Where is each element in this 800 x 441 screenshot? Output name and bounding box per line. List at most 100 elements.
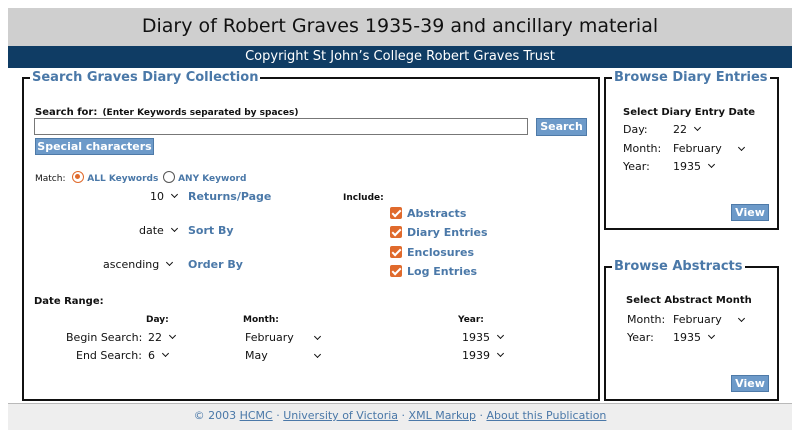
chevron-down-icon [707, 160, 716, 169]
chevron-down-icon [693, 123, 702, 132]
special-characters-button[interactable]: Special characters [35, 138, 154, 155]
chevron-down-icon [161, 349, 170, 358]
footer-divider [8, 403, 792, 404]
footer-separator: · [401, 409, 406, 422]
end-month-select[interactable]: May [245, 349, 323, 362]
copyright-banner: Copyright St John’s College Robert Grave… [8, 46, 792, 68]
search-button[interactable]: Search [536, 118, 587, 136]
chevron-down-icon [313, 350, 322, 359]
browse-diary-view-button[interactable]: View [731, 204, 769, 221]
chevron-down-icon [170, 224, 178, 233]
browse-abstracts-heading: Select Abstract Month [626, 295, 752, 306]
diary-day-value: 22 [673, 123, 687, 136]
footer-separator: · [276, 409, 280, 422]
chevron-down-icon [313, 332, 322, 341]
date-range-label: Date Range: [34, 296, 104, 307]
match-any-label[interactable]: ANY Keyword [178, 174, 247, 184]
abstract-year-select[interactable]: 1935 [673, 331, 716, 344]
sort-value: date [139, 224, 164, 237]
begin-year-value: 1935 [462, 331, 490, 344]
search-for-label: Search for: (Enter Keywords separated by… [35, 100, 298, 119]
include-log-entries-label[interactable]: Log Entries [407, 265, 478, 278]
end-year-value: 1939 [462, 349, 490, 362]
abstract-month-label: Month: [627, 313, 666, 326]
browse-diary-heading: Select Diary Entry Date [623, 107, 756, 118]
footer: © 2003 HCMC · University of Victoria · X… [0, 409, 800, 422]
end-day-select[interactable]: 6 [148, 349, 170, 362]
order-select[interactable]: ascending [103, 258, 174, 271]
begin-search-label: Begin Search: [66, 331, 143, 344]
returns-select[interactable]: 10 [150, 190, 179, 203]
begin-month-select[interactable]: February [245, 331, 323, 344]
browse-abstracts-panel: Browse Abstracts [604, 259, 779, 401]
begin-year-select[interactable]: 1935 [462, 331, 505, 344]
include-diary-entries-label[interactable]: Diary Entries [407, 226, 488, 239]
footer-link-xml-markup[interactable]: XML Markup [408, 409, 476, 422]
end-search-label: End Search: [76, 349, 142, 362]
include-enclosures-checkbox[interactable] [390, 246, 402, 258]
chevron-down-icon [707, 331, 716, 340]
footer-link-uvic[interactable]: University of Victoria [283, 409, 399, 422]
include-log-entries-checkbox[interactable] [390, 265, 402, 277]
col-month-label: Month: [243, 315, 279, 325]
diary-month-value: February [673, 142, 722, 155]
col-year-label: Year: [458, 315, 484, 325]
search-panel-legend: Search Graves Diary Collection [32, 70, 259, 85]
sort-label: Sort By [188, 224, 234, 237]
footer-separator: · [479, 409, 483, 422]
footer-background [8, 404, 792, 430]
include-enclosures-label[interactable]: Enclosures [407, 246, 475, 259]
abstract-year-label: Year: [627, 331, 654, 344]
match-all-label[interactable]: ALL Keywords [87, 174, 159, 184]
match-any-radio[interactable] [163, 171, 176, 183]
search-for-hint: (Enter Keywords separated by spaces) [102, 108, 299, 118]
match-all-radio[interactable] [72, 171, 85, 183]
diary-month-label: Month: [623, 142, 662, 155]
chevron-down-icon [496, 349, 505, 358]
abstract-month-select[interactable]: February [673, 313, 747, 326]
include-abstracts-checkbox[interactable] [390, 207, 402, 219]
begin-month-value: February [245, 331, 294, 344]
footer-copyright: © 2003 [193, 409, 237, 422]
chevron-down-icon [166, 258, 174, 267]
chevron-down-icon [737, 314, 746, 323]
chevron-down-icon [496, 331, 505, 340]
returns-label: Returns/Page [188, 190, 272, 203]
diary-month-select[interactable]: February [673, 142, 747, 155]
chevron-down-icon [737, 143, 746, 152]
search-for-text: Search for: [35, 107, 98, 118]
end-month-value: May [245, 349, 268, 362]
include-abstracts-label[interactable]: Abstracts [407, 207, 467, 220]
diary-year-label: Year: [623, 160, 650, 173]
chevron-down-icon [168, 331, 177, 340]
diary-day-label: Day: [623, 123, 648, 136]
browse-diary-legend: Browse Diary Entries [614, 70, 768, 85]
search-panel: Search Graves Diary Collection [22, 70, 600, 401]
browse-diary-panel: Browse Diary Entries [604, 70, 779, 230]
returns-value: 10 [150, 190, 164, 203]
sort-select[interactable]: date [139, 224, 178, 237]
search-input[interactable] [34, 118, 528, 135]
diary-year-select[interactable]: 1935 [673, 160, 716, 173]
include-label: Include: [343, 193, 384, 203]
abstract-month-value: February [673, 313, 722, 326]
order-value: ascending [103, 258, 160, 271]
begin-day-value: 22 [148, 331, 162, 344]
chevron-down-icon [170, 190, 179, 199]
page-title: Diary of Robert Graves 1935-39 and ancil… [8, 8, 792, 46]
match-label: Match: [35, 174, 66, 184]
end-year-select[interactable]: 1939 [462, 349, 505, 362]
footer-link-hcmc[interactable]: HCMC [239, 409, 273, 422]
footer-link-about[interactable]: About this Publication [486, 409, 607, 422]
diary-year-value: 1935 [673, 160, 701, 173]
match-row: Match: ALL Keywords ANY Keyword [35, 171, 246, 184]
diary-day-select[interactable]: 22 [673, 123, 702, 136]
browse-abstracts-legend: Browse Abstracts [614, 259, 743, 274]
begin-day-select[interactable]: 22 [148, 331, 177, 344]
include-diary-entries-checkbox[interactable] [390, 226, 402, 238]
abstract-year-value: 1935 [673, 331, 701, 344]
end-day-value: 6 [148, 349, 155, 362]
browse-abstracts-view-button[interactable]: View [731, 375, 769, 392]
col-day-label: Day: [146, 315, 169, 325]
order-label: Order By [188, 258, 243, 271]
